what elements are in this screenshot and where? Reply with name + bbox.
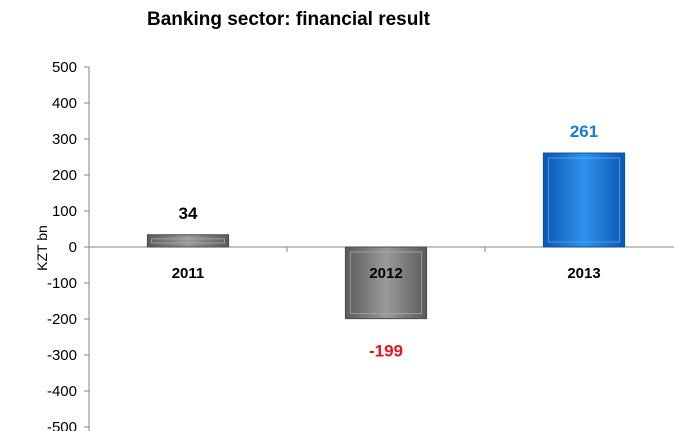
bar-2011: [146, 234, 230, 248]
bar-bevel: [150, 238, 226, 244]
y-tick-label: -200: [47, 311, 77, 328]
bar-bevel: [349, 251, 423, 315]
value-label: 34: [179, 204, 198, 223]
y-tick-label: 400: [52, 95, 77, 112]
bar-2013: [542, 152, 626, 248]
y-tick-label: -100: [47, 275, 77, 292]
axes: 500 400 300 200 100 0 -100 -200 -300 -400 -500: [47, 59, 674, 431]
value-label: -199: [369, 342, 403, 361]
value-label: 261: [570, 122, 598, 141]
bar-bevel: [547, 157, 621, 243]
y-tick-label: 0: [69, 239, 77, 256]
y-tick-label: -300: [47, 347, 77, 364]
category-label: 2011: [172, 265, 205, 282]
bar-2012: [344, 246, 428, 320]
y-tick-label: 300: [52, 131, 77, 148]
y-axis-label: KZT bn: [34, 225, 50, 271]
y-tick-label: -500: [47, 419, 77, 431]
chart-title: Banking sector: financial result: [147, 9, 430, 30]
y-tick-label: 500: [52, 59, 77, 76]
labels: 2011 34 2012 -199 2013 261: [172, 122, 601, 361]
y-tick-label: 100: [52, 203, 77, 220]
category-label: 2012: [369, 265, 402, 282]
bars: [146, 152, 626, 320]
category-label: 2013: [567, 265, 600, 282]
y-tick-label: -400: [47, 383, 77, 400]
y-tick-label: 200: [52, 167, 77, 184]
